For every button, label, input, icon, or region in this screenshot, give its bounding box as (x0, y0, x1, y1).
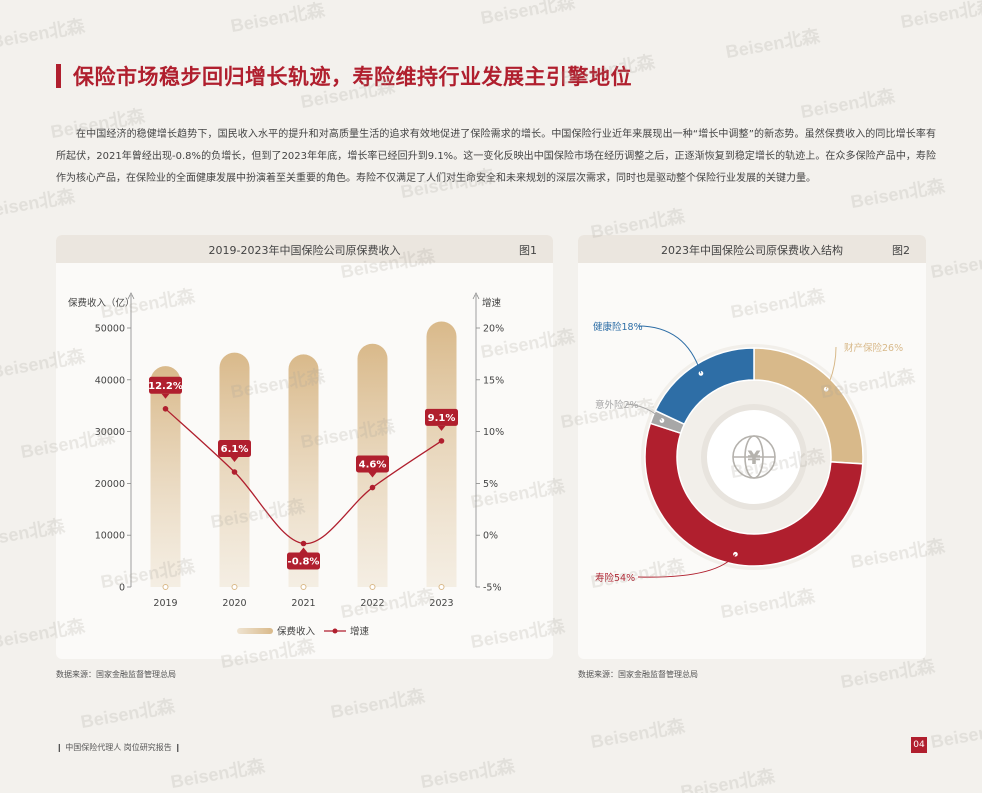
callout-line-0 (825, 346, 837, 390)
growth-label-pointer (368, 472, 377, 478)
bar-2021 (288, 354, 319, 587)
x-tick-dot (231, 584, 238, 590)
callout-line-2 (625, 403, 663, 421)
figure2-label: 图2 (892, 244, 910, 257)
figure1-title: 2019-2023年中国保险公司原保费收入 (208, 244, 401, 257)
growth-label: 9.1% (428, 413, 456, 424)
x-tick-label: 2021 (291, 598, 315, 609)
x-tick-dot (438, 584, 445, 590)
figure1-source: 数据来源：国家金融监督管理总局 (56, 670, 176, 679)
y-tick-label: 30000 (95, 427, 125, 438)
intro-paragraph: 在中国经济的稳健增长趋势下，国民收入水平的提升和对高质量生活的追求有效地促进了保… (56, 129, 936, 184)
watermark-text: Beisen北森 (229, 0, 327, 37)
growth-label-box (425, 408, 458, 426)
globe-yuan-icon (732, 435, 776, 479)
growth-point-2021 (300, 540, 307, 547)
growth-point-2020 (231, 469, 238, 475)
watermark-text: Beisen北森 (0, 15, 87, 53)
watermark-text: Beisen北森 (589, 715, 687, 753)
watermark-text: Beisen北森 (79, 695, 177, 733)
donut-slice-3 (654, 347, 755, 426)
growth-label: 4.6% (359, 460, 387, 471)
callout-line-1 (637, 553, 736, 578)
growth-label-box (218, 440, 251, 458)
footer-report-text: 中国保险代理人 岗位研究报告 (65, 743, 172, 752)
figure2-panel: 2023年中国保险公司原保费收入结构 图2 ¥ 财产保险26% 寿险54% 意外险2%… (578, 235, 926, 659)
slice-label-1: 寿险54% (595, 572, 635, 584)
growth-label: 6.1% (221, 444, 249, 455)
y-tick-label: 10000 (95, 531, 125, 542)
y2-tick-label: -5% (483, 583, 502, 594)
growth-label: -0.8% (288, 556, 320, 567)
section-heading: 保险市场稳步回归增长轨迹，寿险维持行业发展主引擎地位 (56, 62, 632, 90)
yuan-symbol: ¥ (747, 447, 760, 469)
callout-dot-0 (822, 385, 830, 393)
watermark-text: Beisen北森 (799, 85, 897, 123)
legend-line-dot (332, 628, 338, 634)
figure2-donut-chart: ¥ 财产保险26% 寿险54% 意外险2% 健康险18% (593, 321, 903, 584)
y2-tick-label: 0% (483, 531, 498, 542)
growth-label-pointer (437, 425, 446, 431)
x-tick-label: 2019 (153, 598, 177, 609)
x-tick-dot (162, 584, 169, 590)
figure2-title: 2023年中国保险公司原保费收入结构 (661, 244, 843, 257)
bar-2023 (426, 321, 457, 587)
y-tick-label: 20000 (95, 479, 125, 490)
donut-slice-1 (644, 422, 864, 567)
figure1-panel: 2019-2023年中国保险公司原保费收入 图1 保费收入（亿） 增速 0 10000… (56, 235, 553, 659)
y-axis-title: 保费收入（亿） (68, 297, 135, 309)
y2-tick-label: 10% (483, 427, 504, 438)
callout-line-3 (637, 325, 702, 374)
growth-point-2023 (438, 438, 445, 444)
watermark-text: Beisen北森 (929, 245, 982, 283)
growth-label-box (149, 376, 182, 394)
growth-label-box (287, 552, 320, 570)
x-tick-label: 2020 (222, 598, 246, 609)
x-tick-label: 2023 (429, 598, 453, 609)
watermark-text: Beisen北森 (724, 25, 822, 63)
figure1-header: 2019-2023年中国保险公司原保费收入 图1 (56, 235, 553, 263)
x-tick-dot (300, 584, 307, 590)
watermark-text: Beisen北森 (419, 755, 517, 793)
y-tick-label: 50000 (95, 324, 125, 335)
y2-axis-title: 增速 (482, 297, 502, 309)
slice-label-0: 财产保险26% (844, 342, 903, 354)
growth-label-pointer (161, 393, 170, 399)
y-axis-arrow (127, 292, 135, 300)
growth-label: 12.2% (148, 381, 183, 392)
slice-label-3: 健康险18% (593, 321, 643, 333)
growth-label-pointer (299, 547, 308, 553)
figure1-bar-line-chart: 保费收入（亿） 增速 0 10000 20000 30000 40000 50000 -5% 0%… (68, 292, 504, 638)
watermark-text: Beisen北森 (169, 755, 267, 793)
y2-axis-arrow (472, 292, 480, 300)
watermark-text: Beisen北森 (899, 0, 982, 33)
watermark-text: Beisen北森 (929, 715, 982, 753)
y2-tick-label: 15% (483, 375, 504, 386)
watermark-text: Beisen北森 (479, 0, 577, 29)
legend-line-label: 增速 (350, 626, 370, 638)
figure1-label: 图1 (519, 244, 537, 257)
heading-accent-bar (56, 64, 61, 88)
figure2-header: 2023年中国保险公司原保费收入结构 图2 (578, 235, 926, 263)
legend-bar-label: 保费收入 (277, 626, 316, 638)
figure2-source: 数据来源：国家金融监督管理总局 (578, 670, 698, 679)
slice-label-2: 意外险2% (595, 399, 639, 411)
growth-point-2022 (369, 484, 376, 491)
bar-2019 (150, 366, 181, 587)
watermark-text: Beisen北森 (679, 765, 777, 793)
x-tick-dot (369, 584, 376, 590)
y-tick-label: 0 (119, 583, 125, 594)
watermark-text: Beisen北森 (329, 685, 427, 723)
y-tick-label: 40000 (95, 375, 125, 386)
heading-title: 保险市场稳步回归增长轨迹，寿险维持行业发展主引擎地位 (73, 65, 632, 89)
growth-point-2019 (162, 406, 169, 412)
y2-tick-label: 20% (483, 324, 504, 335)
page-number: 04 (911, 737, 927, 753)
footer-report-name: ❙ 中国保险代理人 岗位研究报告 ❙ (56, 743, 182, 752)
x-tick-label: 2022 (360, 598, 384, 609)
y2-tick-label: 5% (483, 479, 498, 490)
growth-label-pointer (230, 457, 239, 463)
growth-label-box (356, 455, 389, 473)
legend-bar-swatch (237, 628, 273, 634)
